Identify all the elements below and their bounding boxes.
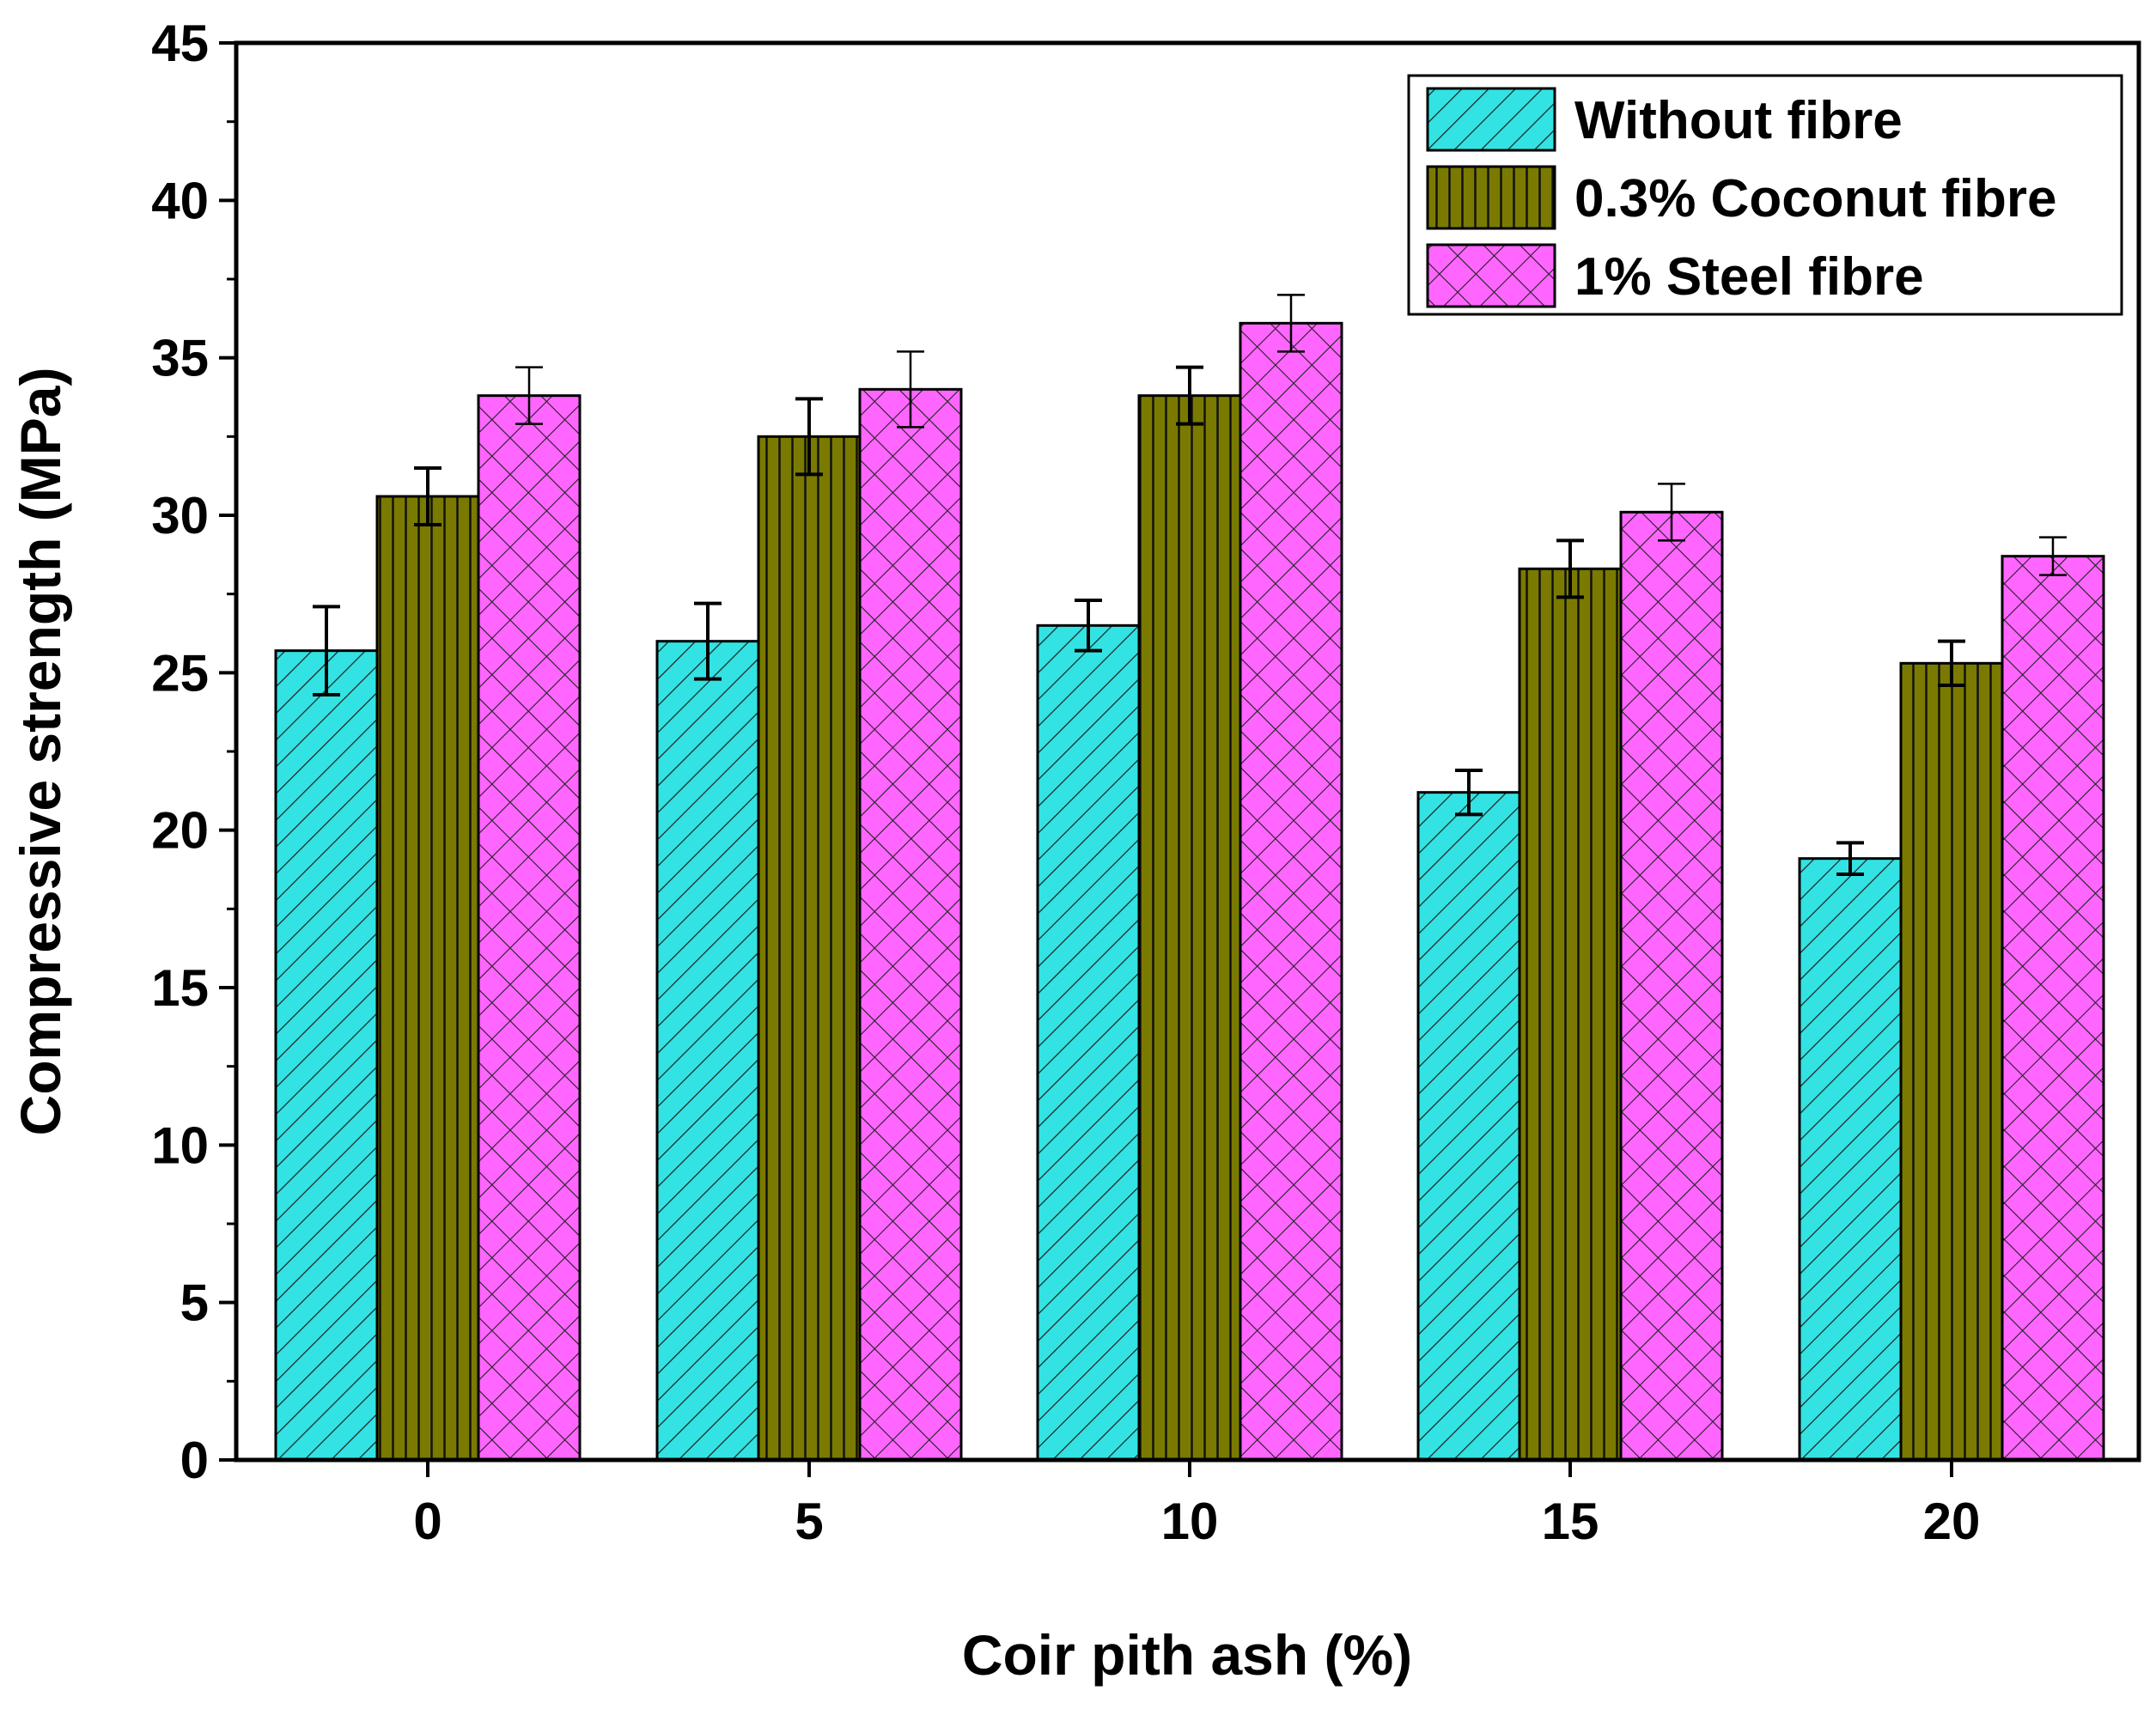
bar-0-3	[1416, 791, 1521, 1462]
y-axis: 0 5 10 15 20 25 30 35 40 45	[151, 15, 236, 1489]
error-bar-2-0	[515, 366, 543, 425]
legend-swatch	[1426, 87, 1556, 152]
bar-0-1	[655, 640, 760, 1462]
bar-2-4	[2001, 555, 2105, 1462]
x-tick-label: 10	[1161, 1493, 1219, 1550]
legend-item-2: 1% Steel fibre	[1426, 243, 1924, 308]
legend-label: Without fibre	[1574, 91, 1903, 150]
error-bar-1-0	[414, 466, 442, 526]
error-bar-0-3	[1455, 769, 1483, 817]
bar-0-0	[274, 649, 379, 1462]
bar-1-0	[375, 495, 480, 1462]
legend: Without fibre 0.3% Coconut fibre 1% Steel …	[1407, 74, 2123, 316]
error-bar-0-0	[313, 605, 340, 696]
bar-1-3	[1518, 567, 1623, 1462]
legend-item-1: 0.3% Coconut fibre	[1426, 165, 2057, 230]
x-axis: 0 5 10 15 20	[413, 1460, 1980, 1550]
bar-1-2	[1137, 394, 1242, 1462]
error-bar-1-2	[1176, 365, 1203, 426]
error-bar-1-1	[795, 397, 823, 477]
y-tick-label: 35	[151, 330, 209, 387]
y-tick-label: 20	[151, 802, 209, 860]
bar-1-1	[757, 435, 862, 1462]
bar-2-3	[1619, 510, 1724, 1462]
error-bar-1-4	[1938, 639, 1965, 687]
legend-swatch	[1426, 165, 1556, 230]
error-bar-0-4	[1836, 841, 1864, 876]
y-tick-label: 10	[151, 1116, 209, 1174]
x-tick-label: 15	[1542, 1493, 1599, 1550]
legend-item-0: Without fibre	[1426, 87, 1903, 152]
bar-0-2	[1036, 623, 1141, 1462]
x-tick-label: 5	[795, 1493, 823, 1550]
bar-2-2	[1239, 321, 1343, 1462]
bar-2-1	[858, 387, 963, 1462]
legend-label: 0.3% Coconut fibre	[1574, 169, 2057, 228]
bar-0-4	[1798, 857, 1903, 1462]
x-axis-title: Coir pith ash (%)	[962, 1623, 1412, 1687]
y-tick-label: 40	[151, 172, 209, 229]
y-axis-title: Compressive strength (MPa)	[9, 368, 72, 1136]
bar-2-0	[477, 394, 582, 1462]
error-bars-layer	[313, 294, 2067, 876]
x-tick-label: 0	[413, 1493, 442, 1550]
y-tick-label: 25	[151, 644, 209, 702]
y-tick-label: 0	[180, 1432, 209, 1489]
error-bar-2-3	[1658, 483, 1685, 542]
bar-1-4	[1899, 661, 2004, 1462]
error-bar-1-3	[1556, 538, 1584, 599]
error-bar-2-2	[1277, 294, 1305, 353]
error-bar-2-4	[2039, 536, 2067, 576]
error-bar-0-2	[1075, 599, 1102, 653]
legend-label: 1% Steel fibre	[1574, 247, 1924, 307]
y-tick-label: 5	[180, 1274, 209, 1332]
y-tick-label: 45	[151, 15, 209, 72]
error-bar-0-1	[694, 601, 722, 681]
legend-swatch	[1426, 243, 1556, 308]
y-tick-label: 30	[151, 487, 209, 544]
bars-layer	[274, 321, 2105, 1462]
x-tick-label: 20	[1923, 1493, 1981, 1550]
y-tick-label: 15	[151, 959, 209, 1017]
error-bar-2-1	[897, 350, 924, 429]
